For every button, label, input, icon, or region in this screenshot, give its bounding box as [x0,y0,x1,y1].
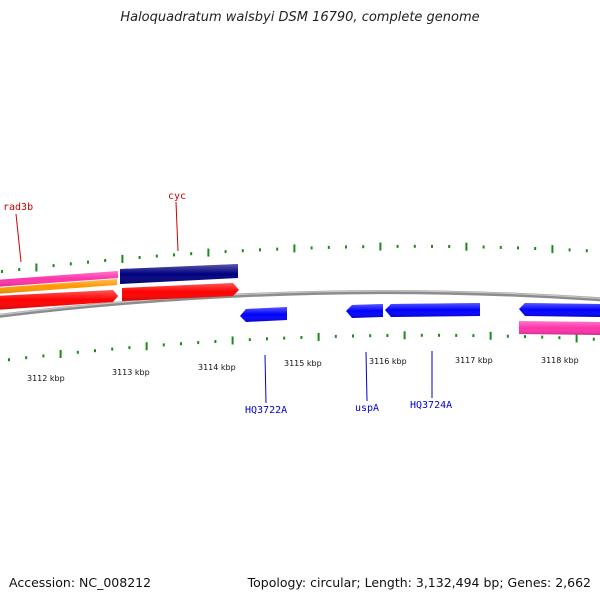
gene-label-cyc[interactable]: cyc [168,191,186,202]
axis-label-3117: 3117 kbp [455,356,493,365]
genome-summary-text: Topology: circular; Length: 3,132,494 bp… [247,575,591,590]
lower-tick-track [8,331,595,362]
upper-tick-track [1,242,588,273]
axis-label-3115: 3115 kbp [284,359,322,368]
axis-label-3114: 3114 kbp [198,363,236,372]
axis-label-3116: 3116 kbp [369,357,407,366]
gene-label-uspA[interactable]: uspA [355,403,379,414]
leader-line-cyc [175,201,179,252]
axis-label-3118: 3118 kbp [541,356,579,365]
gene-label-HQ3722A[interactable]: HQ3722A [245,405,287,416]
leader-line-HQ3722A [264,354,267,404]
genome-backbone [0,290,600,318]
axis-label-3112: 3112 kbp [27,374,65,383]
gene-label-HQ3724A[interactable]: HQ3724A [410,400,452,411]
leader-line-rad3b [15,213,22,263]
leader-line-uspA [365,351,368,402]
axis-label-3113: 3113 kbp [112,368,150,377]
map-title: Haloquadratum walsbyi DSM 16790, complet… [120,10,480,25]
accession-text: Accession: NC_008212 [9,575,152,590]
genome-backbone-highlight [0,290,600,316]
gene-label-rad3b[interactable]: rad3b [3,202,33,213]
